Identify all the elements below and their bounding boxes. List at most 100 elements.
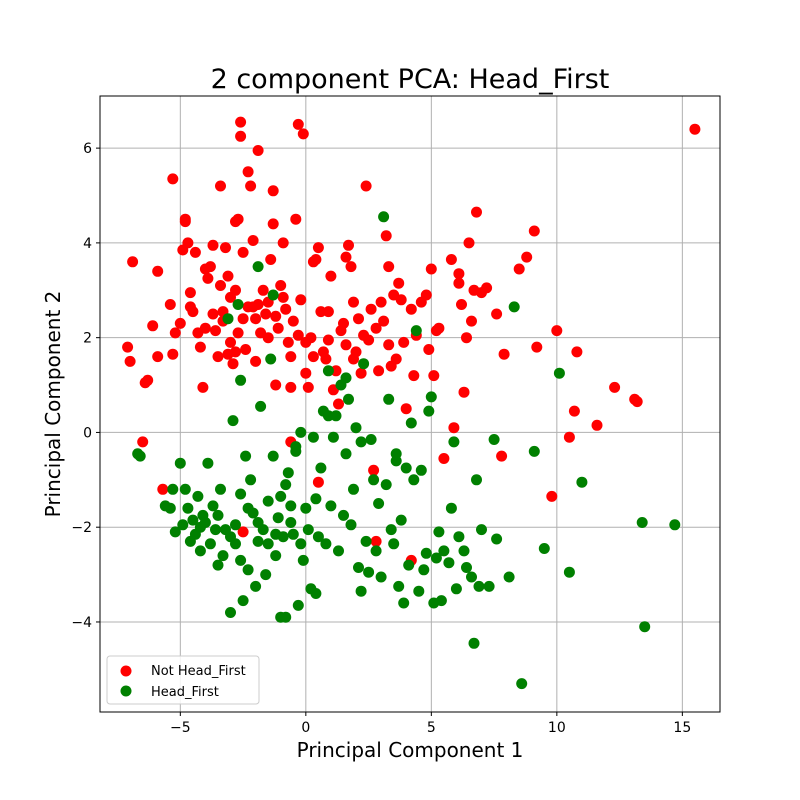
- point-head-first: [363, 566, 375, 578]
- point-not-head-first: [295, 294, 307, 306]
- point-not-head-first: [498, 348, 510, 360]
- point-not-head-first: [237, 313, 249, 325]
- point-head-first: [418, 564, 430, 576]
- point-head-first: [325, 500, 337, 512]
- point-head-first: [262, 538, 274, 550]
- point-head-first: [528, 445, 540, 457]
- point-head-first: [358, 358, 370, 370]
- point-head-first: [297, 554, 309, 566]
- plot-area-frame: [99, 95, 721, 713]
- point-not-head-first: [184, 287, 196, 299]
- point-not-head-first: [292, 329, 304, 341]
- point-not-head-first: [215, 280, 226, 291]
- point-head-first: [255, 400, 267, 412]
- point-not-head-first: [197, 381, 209, 393]
- point-head-first: [295, 426, 307, 438]
- point-head-first: [353, 562, 364, 573]
- grid-lines: [100, 96, 720, 712]
- point-not-head-first: [189, 246, 201, 258]
- point-head-first: [338, 509, 349, 521]
- point-not-head-first: [428, 370, 440, 382]
- point-head-first: [287, 528, 299, 540]
- point-head-first: [370, 545, 382, 557]
- point-not-head-first: [423, 344, 435, 355]
- point-head-first: [483, 580, 495, 592]
- point-head-first: [365, 434, 377, 445]
- point-head-first: [320, 538, 332, 550]
- point-not-head-first: [167, 173, 179, 185]
- point-head-first: [252, 535, 264, 547]
- point-head-first: [285, 500, 297, 512]
- x-tick-label: 15: [673, 720, 691, 736]
- point-head-first: [232, 299, 244, 310]
- point-head-first: [375, 571, 387, 583]
- point-not-head-first: [167, 348, 179, 360]
- point-head-first: [563, 566, 575, 578]
- point-not-head-first: [270, 379, 282, 391]
- point-not-head-first: [199, 322, 211, 334]
- point-not-head-first: [420, 289, 432, 301]
- point-not-head-first: [232, 213, 244, 225]
- point-not-head-first: [438, 453, 450, 464]
- point-not-head-first: [390, 353, 402, 365]
- point-head-first: [503, 571, 515, 583]
- point-head-first: [307, 431, 319, 443]
- point-head-first: [340, 448, 352, 460]
- point-not-head-first: [425, 263, 437, 275]
- point-head-first: [245, 474, 257, 486]
- point-head-first: [468, 637, 480, 649]
- point-head-first: [385, 524, 397, 536]
- x-tick-label: −5: [170, 720, 191, 736]
- point-not-head-first: [127, 256, 139, 268]
- point-not-head-first: [270, 310, 282, 322]
- point-head-first: [383, 393, 395, 405]
- point-not-head-first: [307, 351, 319, 363]
- point-not-head-first: [152, 351, 164, 363]
- point-head-first: [280, 479, 292, 491]
- point-not-head-first: [202, 272, 214, 284]
- point-not-head-first: [174, 317, 186, 329]
- point-head-first: [345, 519, 357, 531]
- point-not-head-first: [260, 308, 272, 320]
- point-not-head-first: [448, 422, 460, 434]
- point-not-head-first: [395, 294, 407, 306]
- point-not-head-first: [179, 216, 191, 228]
- axis-ticks: −5 0 5 10 15 −4 −2 0 2 4 6: [71, 141, 691, 736]
- point-not-head-first: [300, 336, 312, 348]
- point-not-head-first: [215, 180, 226, 192]
- point-head-first: [639, 621, 651, 633]
- point-head-first: [350, 422, 362, 434]
- point-not-head-first: [210, 325, 221, 337]
- point-not-head-first: [164, 299, 176, 310]
- point-not-head-first: [207, 308, 219, 320]
- point-not-head-first: [405, 303, 417, 315]
- y-tick-label: 2: [83, 331, 92, 347]
- point-head-first: [576, 476, 588, 488]
- point-head-first: [302, 524, 314, 536]
- point-head-first: [179, 483, 191, 495]
- point-head-first: [330, 410, 342, 422]
- y-tick-label: −2: [71, 520, 92, 536]
- point-not-head-first: [365, 303, 377, 315]
- point-head-first: [240, 450, 252, 462]
- point-not-head-first: [528, 225, 540, 237]
- point-not-head-first: [290, 213, 302, 225]
- point-not-head-first: [373, 365, 385, 377]
- point-head-first: [403, 559, 415, 571]
- point-head-first: [453, 531, 465, 543]
- point-head-first: [315, 462, 327, 474]
- point-not-head-first: [230, 284, 241, 296]
- point-head-first: [194, 521, 206, 533]
- point-not-head-first: [227, 358, 239, 370]
- point-head-first: [192, 490, 204, 502]
- point-not-head-first: [237, 526, 249, 538]
- point-not-head-first: [137, 436, 149, 448]
- point-head-first: [260, 569, 272, 581]
- point-head-first: [425, 391, 437, 403]
- point-not-head-first: [375, 296, 387, 308]
- point-head-first: [395, 514, 407, 526]
- point-not-head-first: [245, 180, 257, 192]
- point-not-head-first: [378, 315, 390, 327]
- point-head-first: [267, 450, 279, 462]
